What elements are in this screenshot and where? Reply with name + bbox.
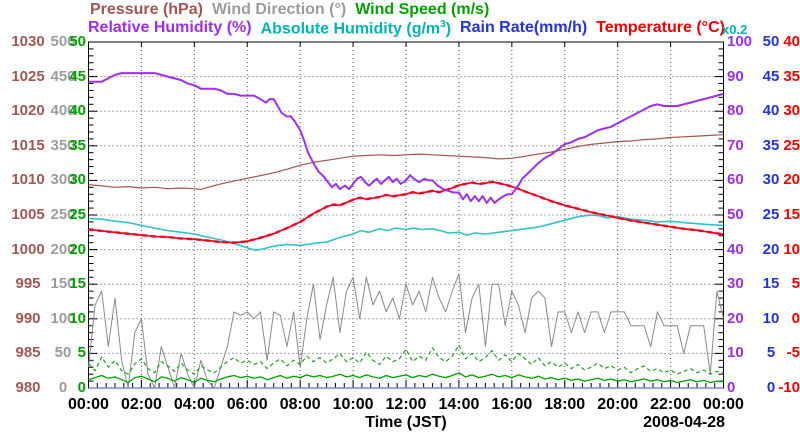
pressure-tick-label: 1020: [11, 102, 45, 120]
x-tick-label: 18:00: [544, 396, 586, 413]
wind-speed-tick-label: 20: [69, 240, 86, 258]
rain-rate-tick-label: 5: [766, 344, 776, 362]
pressure-tick-label: 1030: [11, 33, 45, 50]
absolute-humidity-multiplier-note: x0.2: [722, 22, 748, 37]
relative-humidity-tick-label: 100: [727, 33, 753, 50]
wind-direction-tick-label: 300: [50, 171, 76, 189]
wind-speed-tick-label: 35: [69, 136, 86, 154]
wind-direction-tick-label: 200: [50, 240, 76, 258]
temperature-tick-label: 15: [783, 206, 800, 223]
temperature-tick-label: 0: [791, 309, 800, 327]
relative-humidity-tick-label: 40: [727, 240, 744, 258]
wind-speed-tick-label: 30: [69, 171, 86, 189]
relative-humidity-tick-label: 0: [727, 379, 736, 396]
wind-speed-tick-label: 45: [69, 67, 86, 85]
pressure-line: [88, 134, 724, 190]
absolute-humidity-line: [88, 214, 724, 252]
rain-rate-tick-label: 0: [766, 379, 776, 396]
wind-direction-tick-label: 350: [50, 136, 76, 154]
legend-wind-direction: Wind Direction (°): [211, 1, 347, 18]
wind-speed-tick-label: 15: [69, 275, 86, 293]
wind-direction-tick-label: 150: [50, 275, 76, 293]
wind-speed-tick-label: 40: [69, 102, 86, 120]
wind-gust-line: [88, 344, 724, 375]
temperature-tick-label: -5: [786, 344, 800, 362]
x-tick-label: 22:00: [650, 396, 692, 413]
x-tick-label: 12:00: [385, 396, 427, 413]
rain-rate-tick-label: 40: [762, 102, 780, 120]
wind-speed-tick-label: 50: [69, 33, 86, 50]
pressure-tick-label: 995: [15, 275, 41, 293]
pressure-tick-label: 1015: [11, 136, 45, 154]
x-tick-label: 04:00: [173, 396, 215, 413]
relative-humidity-tick-label: 80: [727, 102, 744, 120]
rain-rate-tick-label: 15: [762, 275, 780, 293]
legend-pressure: Pressure (hPa): [90, 1, 203, 18]
pressure-tick-label: 1000: [11, 240, 45, 258]
temperature-tick-label: 25: [783, 136, 800, 154]
wind-speed-tick-label: 25: [69, 206, 86, 223]
rain-rate-tick-label: 35: [762, 136, 780, 154]
date-label: 2008-04-28: [643, 414, 725, 431]
temperature-tick-label: 20: [783, 171, 800, 189]
x-tick-label: 00:00: [68, 396, 109, 413]
wind-speed-tick-label: 10: [69, 309, 86, 327]
x-tick-label: 10:00: [332, 396, 374, 413]
relative-humidity-tick-label: 30: [727, 275, 744, 293]
wind-direction-tick-label: 500: [50, 33, 76, 50]
wind-direction-tick-label: 50: [54, 344, 72, 362]
legend-absolute-humidity: Absolute Humidity (g/m3): [260, 19, 452, 38]
temperature-tick-label: 40: [783, 33, 800, 50]
rain-rate-tick-label: 45: [762, 67, 780, 85]
temperature-tick-label: 30: [783, 102, 800, 120]
pressure-tick-label: 1005: [11, 206, 45, 223]
wind-direction-tick-label: 0: [58, 379, 68, 396]
chart-legend-row-2: Relative Humidity (%) Absolute Humidity …: [88, 19, 725, 38]
rain-rate-tick-label: 50: [762, 33, 780, 50]
pressure-tick-label: 980: [15, 379, 41, 396]
x-tick-label: 06:00: [226, 396, 268, 413]
rain-rate-tick-label: 20: [762, 240, 780, 258]
relative-humidity-tick-label: 20: [727, 309, 744, 327]
temperature-tick-label: 35: [783, 67, 800, 85]
rain-rate-tick-label: 25: [762, 206, 780, 223]
relative-humidity-tick-label: 90: [727, 67, 744, 85]
x-tick-label: 00:00: [703, 396, 744, 413]
wind-speed-line: [88, 372, 724, 384]
x-tick-label: 14:00: [438, 396, 480, 413]
pressure-tick-label: 990: [15, 309, 41, 327]
rain-rate-tick-label: 30: [762, 171, 780, 189]
relative-humidity-tick-label: 50: [727, 206, 744, 223]
relative-humidity-tick-label: 70: [727, 136, 744, 154]
x-tick-label: 08:00: [279, 396, 321, 413]
wind-direction-tick-label: 450: [50, 67, 76, 85]
wind-direction-tick-label: 250: [50, 206, 76, 223]
legend-rain-rate: Rain Rate(mm/h): [460, 19, 588, 36]
x-tick-label: 16:00: [491, 396, 533, 413]
temperature-line: [88, 181, 724, 244]
legend-wind-speed: Wind Speed (m/s): [355, 1, 490, 18]
wind-speed-tick-label: 0: [77, 379, 86, 396]
relative-humidity-line: [88, 72, 724, 204]
wind-direction-tick-label: 100: [50, 309, 76, 327]
rain-rate-tick-label: 10: [762, 309, 780, 327]
x-tick-label: 20:00: [597, 396, 639, 413]
relative-humidity-tick-label: 10: [727, 344, 744, 362]
temperature-tick-label: 10: [783, 240, 800, 258]
x-tick-label: 02:00: [120, 396, 162, 413]
pressure-tick-label: 1010: [11, 171, 45, 189]
temperature-tick-label: -10: [778, 379, 800, 396]
pressure-tick-label: 985: [15, 344, 41, 362]
pressure-tick-label: 1025: [11, 67, 45, 85]
relative-humidity-tick-label: 60: [727, 171, 744, 189]
wind-direction-tick-label: 400: [50, 102, 76, 120]
legend-relative-humidity: Relative Humidity (%): [88, 19, 252, 36]
temperature-tick-label: 5: [791, 275, 800, 293]
legend-temperature: Temperature (°C): [596, 19, 725, 36]
x-axis-title: Time (JST): [365, 414, 447, 431]
chart-legend-row-1: Pressure (hPa) Wind Direction (°) Wind S…: [90, 1, 489, 19]
wind-speed-tick-label: 5: [77, 344, 86, 362]
